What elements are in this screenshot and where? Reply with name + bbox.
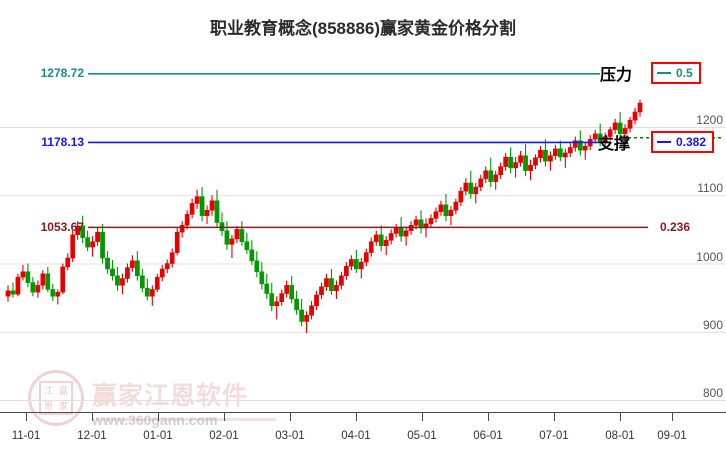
fib-ratio-value-0.236: 0.236 [660,219,691,234]
x-axis-tick-01-01: 01-01 [143,430,173,442]
fib-ratio-dash-0.382 [657,140,671,143]
plot-area [0,40,726,412]
logo-char-2: 赢 [58,387,68,397]
logo-inner-square: 江 赢 恩 家 [39,381,73,415]
fib-price-label-0.382: 1178.13 [41,134,84,149]
resistance-annotation: 压力 [600,67,633,85]
x-axis-tick-04-01: 04-01 [341,430,371,442]
x-axis-line [0,412,726,413]
brand-logo-watermark: 江 赢 恩 家 [28,370,84,426]
brand-name-watermark: 赢家江恩软件 [92,382,249,410]
y-axis-tick-800: 800 [702,386,723,400]
website-url-watermark: www.360gann.com [92,412,218,428]
fib-price-label-0.236: 1053.67 [40,219,84,234]
x-axis-tick-02-01: 02-01 [209,430,239,442]
watermark-bar [96,418,276,421]
x-axis-tickmark [620,412,621,421]
fib-price-label-0.5: 1278.72 [40,66,84,81]
fib-ratio-dash-0.5 [657,72,671,75]
logo-char-1: 江 [43,387,53,397]
x-axis-tick-06-01: 06-01 [473,430,503,442]
y-axis-tick-900: 900 [702,317,723,332]
y-axis-tick-1200: 1200 [696,113,723,127]
logo-char-4: 家 [58,402,68,412]
fib-ratio-box-0.5[interactable]: 0.5 [651,62,701,85]
logo-char-3: 恩 [43,402,53,412]
support-annotation: 支撑 [598,135,631,153]
x-axis-tickmark [26,412,27,421]
x-axis-tickmark [290,412,291,421]
x-axis-tickmark [158,412,159,421]
y-axis-tick-1000: 1000 [696,249,723,264]
x-axis-tick-12-01: 12-01 [77,430,107,442]
page-title: 职业教育概念(858886)赢家黄金价格分割 [209,19,517,38]
x-axis-tick-08-01: 08-01 [605,430,635,442]
x-axis-tick-05-01: 05-01 [407,430,437,442]
y-axis-tick-1100: 1100 [697,181,723,196]
x-axis-tickmark [672,412,673,421]
fib-ratio-value-0.5: 0.5 [676,66,693,81]
fib-ratio-box-0.382[interactable]: 0.382 [651,130,715,153]
x-axis-tickmark [422,412,423,421]
x-axis-tickmark [224,412,225,421]
fib-ratio-value-0.382: 0.382 [676,134,707,149]
x-axis-tick-11-01: 11-01 [11,430,41,442]
x-axis-tick-09-01: 09-01 [657,430,687,442]
x-axis-tickmark [356,412,357,421]
x-axis-tickmark [554,412,555,421]
x-axis-tickmark [488,412,489,421]
x-axis-tick-03-01: 03-01 [275,430,305,442]
x-axis-tick-07-01: 07-01 [539,430,569,442]
candlestick-svg [0,72,726,401]
x-axis-tickmark [92,412,93,421]
